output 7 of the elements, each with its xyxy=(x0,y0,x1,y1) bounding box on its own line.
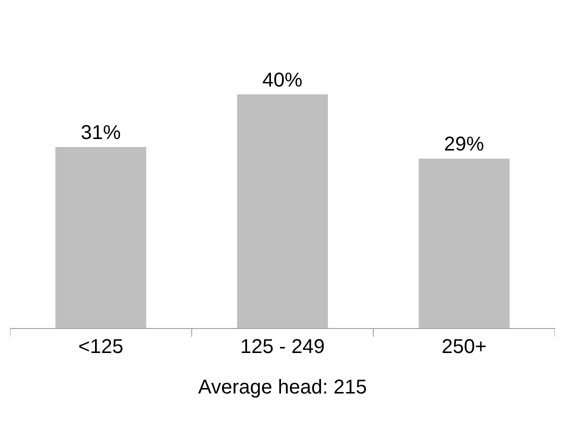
data-label: 40% xyxy=(262,69,303,92)
x-tick-label: 250+ xyxy=(442,336,487,358)
x-tick-label: <125 xyxy=(78,336,124,358)
data-label: 31% xyxy=(80,122,121,144)
data-label: 29% xyxy=(444,134,484,156)
x-tick-label: 125 - 249 xyxy=(240,336,325,358)
x-axis-title: Average head: 215 xyxy=(198,376,367,398)
